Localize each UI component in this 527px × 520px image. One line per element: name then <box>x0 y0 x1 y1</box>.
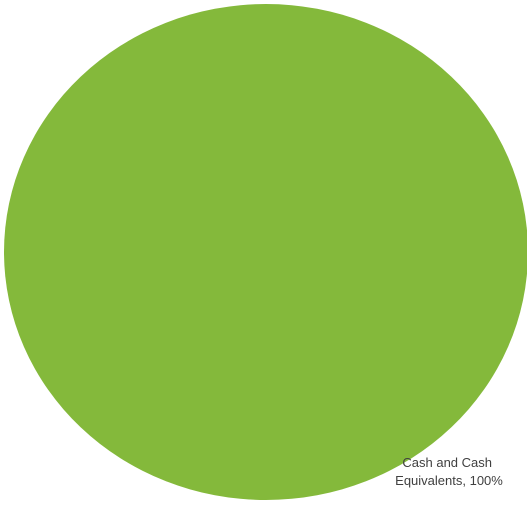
slice-label-line-1: Cash and Cash <box>402 455 492 470</box>
slice-label-cash-and-cash-equivalents: Cash and Cash Equivalents, 100% <box>395 455 503 488</box>
pie-slices <box>4 4 527 500</box>
pie-slice-cash-and-cash-equivalents <box>4 4 527 500</box>
slice-label-line-2: Equivalents, 100% <box>395 473 503 488</box>
